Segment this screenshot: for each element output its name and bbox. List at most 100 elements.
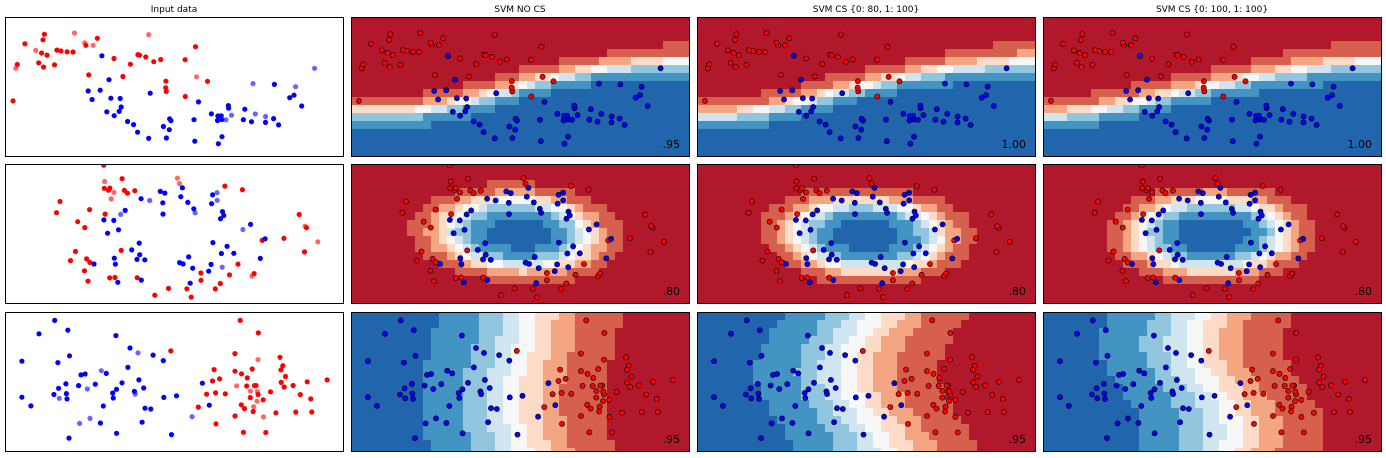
col-title-1: SVM NO CS (494, 5, 545, 15)
data-point (970, 366, 976, 373)
data-point (409, 390, 416, 397)
data-point (458, 261, 465, 268)
data-point (138, 277, 144, 283)
data-point (177, 260, 183, 266)
data-point (250, 408, 256, 415)
data-point (235, 261, 241, 267)
data-point (601, 356, 607, 363)
data-point (1279, 106, 1286, 113)
data-point (115, 227, 122, 233)
data-point (219, 264, 225, 270)
data-point (939, 221, 946, 228)
data-point (1105, 257, 1112, 264)
data-point (226, 272, 233, 278)
data-point (581, 261, 587, 267)
data-point (399, 47, 406, 53)
data-point (449, 108, 456, 115)
data-point (946, 388, 953, 395)
data-point (578, 368, 584, 375)
data-point (484, 277, 491, 283)
data-point (879, 280, 886, 287)
data-point (225, 103, 231, 109)
data-point (747, 385, 754, 392)
data-point (1197, 199, 1204, 206)
data-point (1101, 380, 1107, 387)
data-point (493, 406, 500, 412)
data-point (579, 382, 586, 389)
data-point (1169, 187, 1176, 194)
data-point (519, 392, 526, 399)
data-point (777, 88, 784, 94)
data-point (186, 254, 192, 260)
panel-r1-c1: .80 (351, 164, 690, 304)
data-point (1214, 180, 1221, 187)
data-point (1129, 261, 1135, 267)
data-point (70, 49, 76, 55)
panel-frame (5, 312, 344, 452)
data-point (345, 61, 350, 66)
data-point (550, 78, 557, 85)
data-point (557, 366, 563, 373)
data-point (743, 61, 750, 68)
data-point (1316, 379, 1323, 386)
data-point (209, 378, 216, 384)
data-point (217, 376, 223, 382)
data-point (590, 374, 597, 381)
data-point (110, 395, 116, 401)
data-point (1204, 115, 1211, 122)
data-point (528, 56, 534, 63)
data-point (1052, 61, 1059, 68)
data-point (832, 385, 839, 391)
data-point (969, 354, 975, 361)
data-point (195, 404, 201, 410)
panel-r1-c2: .80 (697, 164, 1036, 304)
data-point (110, 390, 116, 396)
data-point (260, 397, 266, 403)
data-point (312, 65, 318, 71)
data-point (915, 116, 921, 123)
data-point (482, 251, 489, 258)
data-point (1233, 99, 1240, 105)
data-point (596, 408, 603, 415)
data-point (1329, 92, 1335, 99)
data-point (453, 95, 460, 102)
data-point (1149, 255, 1156, 262)
data-point (537, 116, 543, 123)
data-point (967, 122, 974, 128)
data-point (345, 47, 350, 52)
data-point (525, 184, 532, 191)
data-point (1300, 429, 1307, 436)
data-point (1160, 207, 1167, 214)
data-point (271, 81, 277, 87)
data-point (606, 413, 613, 420)
data-point (793, 178, 800, 185)
data-point (576, 250, 583, 257)
data-point (304, 379, 310, 385)
data-point (554, 261, 560, 268)
data-point (1257, 264, 1264, 271)
data-point (1151, 386, 1158, 393)
data-point (57, 198, 63, 205)
data-point (1320, 373, 1327, 380)
data-point (587, 405, 594, 412)
data-point (158, 56, 164, 63)
data-point (1257, 133, 1263, 140)
data-point (410, 395, 416, 402)
data-point (933, 405, 940, 412)
data-point (255, 330, 261, 336)
data-point (1157, 175, 1163, 182)
data-point (554, 200, 561, 207)
data-point (593, 388, 600, 394)
data-point (555, 378, 562, 384)
data-point (773, 39, 780, 46)
data-point (1157, 379, 1163, 386)
data-point (364, 358, 371, 365)
data-point (446, 403, 453, 409)
data-point (1189, 292, 1196, 299)
data-point (1183, 31, 1190, 38)
data-point (281, 235, 287, 241)
data-point (621, 122, 628, 128)
data-point (1089, 61, 1096, 68)
data-point (116, 108, 122, 114)
data-point (756, 48, 762, 55)
